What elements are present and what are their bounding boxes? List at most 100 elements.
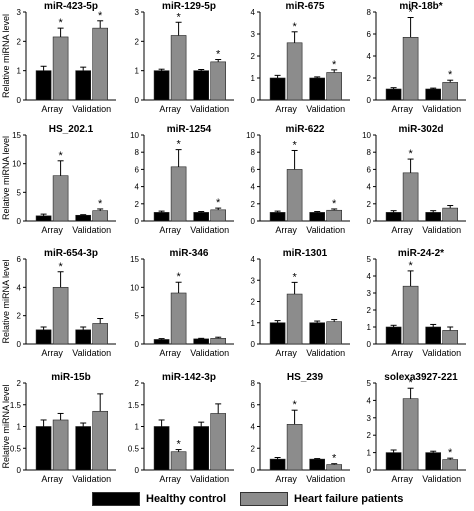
significance-star: *	[408, 377, 413, 389]
panel-title: miR-346	[170, 248, 209, 259]
bar-healthy-control-validation	[193, 212, 209, 222]
bar-heart-failure-array	[286, 169, 303, 222]
y-tick-label: 6	[367, 30, 372, 39]
y-tick-label: 6	[135, 165, 140, 174]
legend-label-healthy-control: Healthy control	[146, 493, 227, 505]
bar-heart-failure-array	[170, 166, 187, 222]
y-tick-label: 1	[135, 423, 140, 432]
legend-item-heart-failure: Heart failure patients	[240, 491, 403, 507]
bar-healthy-control-array	[153, 70, 170, 101]
bar-healthy-control-array	[269, 77, 286, 101]
legend-swatch-healthy-control	[92, 492, 140, 506]
y-tick-label: 0	[17, 217, 22, 226]
y-tick-label: 0	[17, 466, 22, 475]
panel-mir-15b: miR-15b 0 0.5 1 1.5 2 Array Validation Relative …	[1, 372, 116, 484]
y-tick-label: 4	[367, 396, 372, 405]
x-tick-label: Validation	[306, 104, 345, 114]
panel-title: miR-675	[286, 1, 325, 12]
panel-mir-423-5p: miR-423-5p 0 1 2 3 * Array * Validation Relative …	[1, 1, 116, 114]
bar-heart-failure-validation	[326, 72, 343, 101]
bar-heart-failure-array	[286, 424, 303, 471]
y-tick-label: 0	[367, 466, 372, 475]
significance-star: *	[332, 453, 337, 465]
bar-heart-failure-validation	[92, 323, 108, 345]
x-tick-label: Validation	[306, 225, 345, 235]
y-tick-label: 0	[251, 96, 256, 105]
bar-heart-failure-validation	[326, 321, 343, 345]
y-tick-label: 1	[251, 74, 256, 83]
y-tick-label: 2	[17, 37, 22, 46]
x-tick-label: Array	[159, 474, 181, 484]
significance-star: *	[332, 198, 337, 210]
y-tick-label: 2	[367, 431, 372, 440]
y-tick-label: 10	[130, 131, 139, 140]
bar-heart-failure-validation	[210, 61, 226, 101]
y-tick-label: 0	[251, 340, 256, 349]
y-tick-label: 2	[17, 312, 22, 321]
significance-star: *	[292, 139, 297, 151]
bar-heart-failure-validation	[326, 464, 343, 471]
bar-healthy-control-validation	[425, 88, 442, 101]
y-tick-label: 10	[362, 131, 371, 140]
panel-mir-654-3p: miR-654-3p 0 2 4 6 * Array Validation Relative m…	[1, 248, 116, 358]
y-tick-label: 4	[251, 255, 256, 264]
significance-star: *	[216, 197, 221, 209]
significance-star: *	[176, 271, 181, 283]
y-tick-label: 2	[367, 74, 372, 83]
x-tick-label: Array	[41, 474, 63, 484]
panel-title: miR-18b*	[399, 1, 442, 12]
x-tick-label: Validation	[72, 104, 111, 114]
significance-star: *	[58, 261, 63, 273]
y-tick-label: 4	[367, 183, 372, 192]
bar-healthy-control-validation	[309, 77, 326, 101]
x-tick-label: Validation	[190, 474, 229, 484]
y-axis-label: Relative miRNA level	[1, 384, 11, 468]
bar-heart-failure-validation	[442, 207, 459, 222]
y-axis-label: Relative miRNA level	[1, 259, 11, 343]
y-tick-label: 0	[367, 96, 372, 105]
x-tick-label: Validation	[190, 225, 229, 235]
panel-mir-302d: miR-302d 0 2 4 6 8 10 * Array Validation	[362, 124, 466, 235]
y-tick-label: 4	[251, 8, 256, 17]
bar-heart-failure-array	[402, 398, 419, 471]
y-tick-label: 1	[135, 67, 140, 76]
y-tick-label: 0	[135, 340, 140, 349]
bar-healthy-control-validation	[425, 326, 442, 345]
significance-star: *	[408, 148, 413, 160]
y-tick-label: 2	[367, 200, 372, 209]
x-tick-label: Array	[41, 104, 63, 114]
panel-mir-142-3p: miR-142-3p 0 0.5 1 1.5 2 * Array Validation	[128, 372, 234, 484]
x-tick-label: Validation	[306, 474, 345, 484]
y-tick-label: 6	[251, 401, 256, 410]
significance-star: *	[176, 139, 181, 151]
x-tick-label: Array	[391, 474, 413, 484]
x-tick-label: Array	[159, 104, 181, 114]
significance-star: *	[176, 439, 181, 451]
y-tick-label: 3	[367, 289, 372, 298]
bar-heart-failure-array	[170, 292, 187, 345]
y-tick-label: 2	[135, 200, 140, 209]
bar-healthy-control-validation	[425, 212, 442, 222]
panel-title: miR-1301	[283, 248, 328, 259]
x-tick-label: Validation	[72, 474, 111, 484]
bar-heart-failure-array	[402, 36, 419, 101]
y-tick-label: 6	[251, 165, 256, 174]
panel-mir-1301: miR-1301 0 1 2 3 4 * Array Validation	[251, 248, 350, 358]
panel-title: miR-654-3p	[44, 248, 98, 259]
y-tick-label: 2	[135, 37, 140, 46]
bar-healthy-control-validation	[309, 458, 326, 471]
significance-star: *	[448, 447, 453, 459]
y-tick-label: 2	[251, 52, 256, 61]
bar-heart-failure-validation	[442, 82, 459, 101]
x-tick-label: Validation	[190, 348, 229, 358]
bar-heart-failure-validation	[442, 330, 459, 345]
panel-title: HS_202.1	[49, 124, 94, 135]
y-axis-label: Relative miRNA level	[1, 14, 11, 98]
y-tick-label: 2	[251, 200, 256, 209]
x-tick-label: Array	[391, 104, 413, 114]
y-tick-label: 6	[17, 255, 22, 264]
panel-title: HS_239	[287, 372, 324, 383]
panel-title: miR-1254	[167, 124, 212, 135]
y-tick-label: 5	[135, 312, 140, 321]
